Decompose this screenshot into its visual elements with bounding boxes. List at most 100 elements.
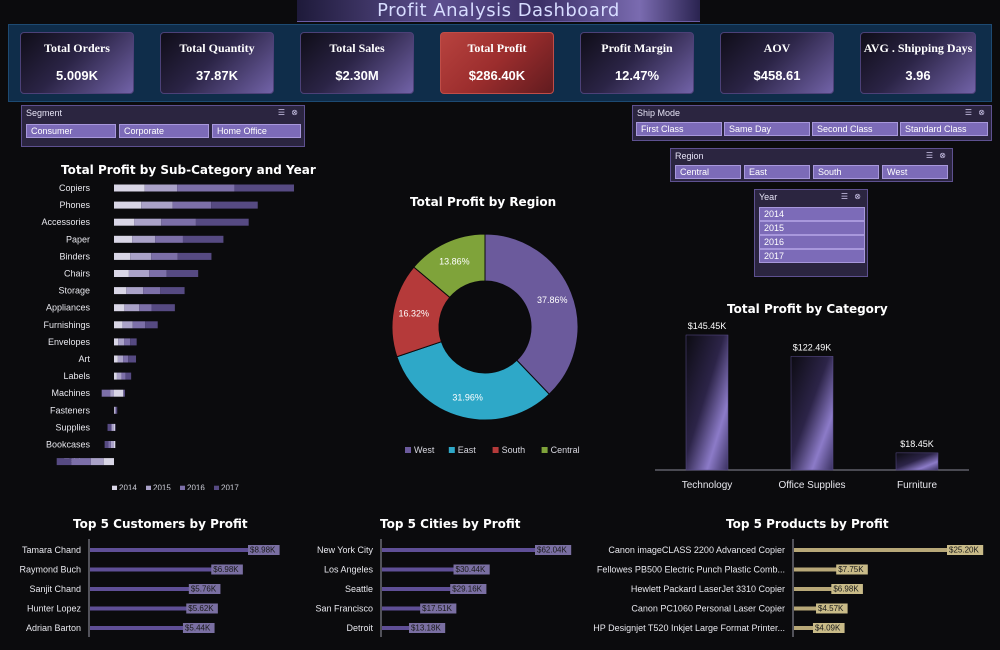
column-label-furniture: Furniture: [897, 480, 937, 491]
slicer-item-central[interactable]: Central: [675, 165, 741, 179]
row-label-sanjit-chand: Sanjit Chand: [29, 584, 81, 594]
slicer-title: Region: [675, 151, 704, 161]
row-label-los-angeles: Los Angeles: [324, 565, 374, 575]
legend-label-2014: 2014: [119, 484, 137, 490]
slicer-item-consumer[interactable]: Consumer: [26, 124, 116, 138]
donut-legend-label-south: South: [502, 445, 526, 455]
kpi-card-total-quantity: Total Quantity 37.87K: [160, 32, 274, 94]
row-value-raymond-buch: $6.98K: [213, 565, 239, 574]
slicer-item-2016[interactable]: 2016: [759, 235, 865, 249]
slicer-item-2014[interactable]: 2014: [759, 207, 865, 221]
slicer-item-2017[interactable]: 2017: [759, 249, 865, 263]
bar-bookcases-2016: [108, 441, 111, 448]
row-value-san-francisco: $17.51K: [422, 604, 452, 613]
slicer-item-home-office[interactable]: Home Office: [212, 124, 301, 138]
row-label-detroit: Detroit: [346, 623, 373, 633]
category-label-appliances: Appliances: [46, 303, 91, 313]
category-label-paper: Paper: [66, 234, 90, 244]
row-label-canon-pc1060-personal-laser-copier: Canon PC1060 Personal Laser Copier: [631, 604, 785, 614]
bar-storage-2017: [160, 287, 185, 295]
bar-supplies-2016: [114, 423, 116, 431]
legend-label-2015: 2015: [153, 484, 171, 490]
bar-fasteners-2016: [115, 406, 117, 414]
bar-fasteners-2015: [114, 406, 116, 414]
row-label-canon-imageclass-2200-advanced-copier: Canon imageCLASS 2200 Advanced Copier: [608, 545, 785, 555]
category-label-machines: Machines: [51, 388, 90, 398]
slicer-item-second-class[interactable]: Second Class: [812, 122, 898, 136]
dashboard-title-bar: Profit Analysis Dashboard: [297, 0, 700, 22]
row-value-detroit: $13.18K: [411, 624, 441, 633]
bar-supplies-2014: [114, 423, 115, 431]
slicer-filter-icons[interactable]: ☰ ⊗: [277, 108, 300, 117]
donut-label-west: 37.86%: [537, 295, 568, 305]
subcategory-chart-title: Total Profit by Sub-Category and Year: [61, 163, 316, 177]
bar-furnishings-2016: [132, 321, 146, 329]
category-label-accessories: Accessories: [41, 217, 90, 227]
slicer-item-2015[interactable]: 2015: [759, 221, 865, 235]
donut-legend-label-east: East: [458, 445, 477, 455]
bar-accessories-2016: [161, 218, 196, 226]
products-chart-title: Top 5 Products by Profit: [726, 517, 889, 531]
slicer-filter-icons[interactable]: ☰ ⊗: [925, 151, 948, 160]
bar-phones-2015: [141, 201, 173, 209]
region-chart-title: Total Profit by Region: [410, 195, 557, 209]
kpi-band: Total Orders 5.009K Total Quantity 37.87…: [8, 24, 992, 102]
kpi-label: Total Orders: [44, 41, 110, 55]
segment-slicer: Segment ☰ ⊗ Consumer Corporate Home Offi…: [21, 105, 305, 147]
row-value-sanjit-chand: $5.76K: [191, 585, 217, 594]
category-label-art: Art: [78, 354, 90, 364]
bar-machines-2017: [123, 389, 126, 397]
slicer-title: Segment: [26, 108, 63, 118]
slicer-filter-icons[interactable]: ☰ ⊗: [964, 108, 987, 117]
ship-mode-slicer: Ship Mode ☰ ⊗ First Class Same Day Secon…: [632, 105, 992, 141]
legend-swatch-2017: [214, 485, 219, 490]
slicer-item-corporate[interactable]: Corporate: [119, 124, 209, 138]
cities-chart-title: Top 5 Cities by Profit: [380, 517, 521, 531]
top-customers-chart: Tamara Chand $8.98K Raymond Buch $6.98K Sanj…: [19, 539, 280, 637]
customers-chart-title: Top 5 Customers by Profit: [73, 517, 248, 531]
dashboard-title: Profit Analysis Dashboard: [377, 0, 620, 21]
donut-legend-swatch-central: [541, 447, 548, 453]
bar-chairs-2014: [114, 270, 129, 277]
row-label-san-francisco: San Francisco: [315, 604, 373, 614]
donut-label-central: 13.86%: [439, 256, 470, 266]
slicer-filter-icons[interactable]: ☰ ⊗: [840, 192, 863, 201]
row-value-new-york-city: $62.04K: [537, 546, 567, 555]
bar-envelopes-2014: [114, 338, 119, 346]
bar-art-2017: [128, 355, 137, 363]
donut-legend-swatch-south: [492, 447, 499, 453]
row-value-tag-tamara-chand: [248, 545, 280, 555]
kpi-card-avg-shipping-days: AVG . Shipping Days 3.96: [860, 32, 976, 94]
kpi-value: 5.009K: [56, 68, 98, 83]
slicer-item-west[interactable]: West: [882, 165, 948, 179]
row-bar-detroit: [382, 626, 416, 630]
row-value-hewlett-packard-laserjet-3310-copier: $6.98K: [833, 585, 859, 594]
row-value-tag-raymond-buch: [211, 564, 243, 575]
bar-machines-2015: [110, 389, 114, 397]
column-value-technology: $145.45K: [688, 321, 727, 331]
slicer-item-standard-class[interactable]: Standard Class: [900, 122, 988, 136]
category-label-bookcases: Bookcases: [46, 440, 91, 450]
slicer-item-south[interactable]: South: [813, 165, 879, 179]
row-value-hunter-lopez: $5.62K: [188, 604, 214, 613]
category-label-labels: Labels: [63, 371, 90, 381]
bar-supplies-2015: [111, 423, 114, 431]
kpi-card-profit-margin: Profit Margin 12.47%: [580, 32, 694, 94]
row-value-tag-hewlett-packard-laserjet-3310-copier: [831, 584, 863, 594]
slicer-item-first-class[interactable]: First Class: [636, 122, 722, 136]
bar-copiers-2015: [144, 184, 178, 192]
column-technology: [685, 334, 729, 471]
bar-paper-2016: [155, 235, 183, 243]
slicer-item-same-day[interactable]: Same Day: [724, 122, 810, 136]
row-bar-canon-pc1060-personal-laser-copier: [794, 606, 824, 611]
row-value-hp-designjet-t520-inkjet-large-format-pr: $4.09K: [815, 624, 841, 633]
bar-tables-2016: [71, 458, 91, 466]
row-value-tag-adrian-barton: [182, 623, 215, 633]
row-bar-hp-designjet-t520-inkjet-large-format-pr: [794, 626, 820, 630]
row-value-canon-pc1060-personal-laser-copier: $4.57K: [818, 604, 844, 613]
bar-phones-2017: [211, 201, 258, 209]
slicer-item-east[interactable]: East: [744, 165, 810, 179]
bar-binders-2016: [151, 252, 178, 260]
category-label-binders: Binders: [59, 251, 90, 261]
bar-paper-2015: [132, 235, 156, 243]
